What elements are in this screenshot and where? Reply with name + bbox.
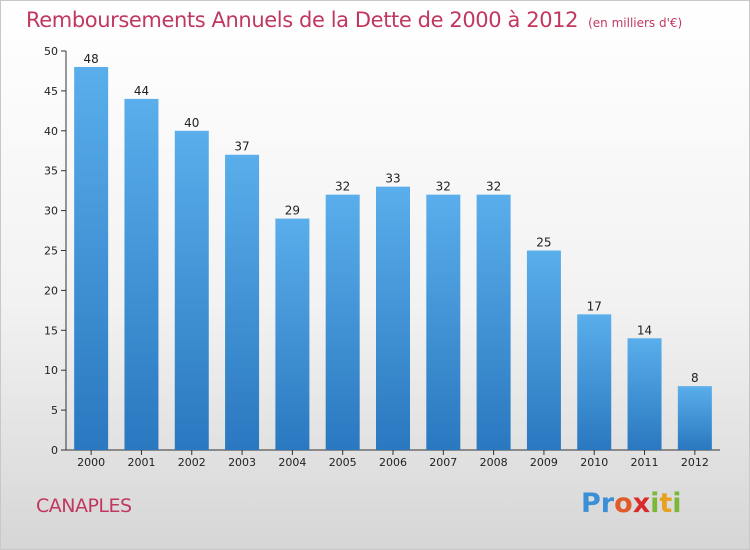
data-label-2011: 14 xyxy=(637,323,652,337)
x-tick-label: 2006 xyxy=(379,456,407,469)
y-tick-label: 50 xyxy=(44,45,58,58)
x-tick-label: 2001 xyxy=(127,456,155,469)
x-tick-label: 2011 xyxy=(631,456,659,469)
data-label-2005: 32 xyxy=(335,180,350,194)
y-tick-label: 40 xyxy=(44,125,58,138)
y-tick-label: 35 xyxy=(44,165,58,178)
bar-2005 xyxy=(325,194,360,450)
x-tick-label: 2010 xyxy=(580,456,608,469)
chart-unit: (en milliers d'€) xyxy=(588,16,683,30)
bar-2001 xyxy=(124,98,159,450)
logo-letter: t xyxy=(659,488,673,519)
x-tick-label: 2008 xyxy=(480,456,508,469)
logo-letter: i xyxy=(650,488,660,519)
proxiti-logo: Proxiti xyxy=(581,488,682,519)
x-tick-label: 2000 xyxy=(77,456,105,469)
y-tick-label: 10 xyxy=(44,364,58,377)
chart-title: Remboursements Annuels de la Dette de 20… xyxy=(26,8,682,32)
logo-letter: P xyxy=(581,488,601,519)
logo-letter: o xyxy=(614,488,633,519)
x-tick-label: 2007 xyxy=(429,456,457,469)
data-label-2008: 32 xyxy=(486,180,501,194)
y-tick-label: 15 xyxy=(44,324,58,337)
bar-2010 xyxy=(577,314,612,450)
bar-2003 xyxy=(225,154,260,451)
bar-2009 xyxy=(526,250,561,450)
bar-2008 xyxy=(476,194,511,450)
y-tick-label: 0 xyxy=(51,444,58,457)
y-tick-label: 5 xyxy=(51,404,58,417)
bar-2006 xyxy=(376,186,410,450)
data-label-2000: 48 xyxy=(84,52,99,66)
y-tick-label: 45 xyxy=(44,85,58,98)
chart-title-text: Remboursements Annuels de la Dette de 20… xyxy=(26,8,579,32)
logo-letter: r xyxy=(600,488,615,519)
x-tick-label: 2003 xyxy=(228,456,256,469)
y-tick-label: 30 xyxy=(44,205,58,218)
bar-2002 xyxy=(174,130,209,451)
x-tick-label: 2004 xyxy=(278,456,306,469)
x-tick-label: 2002 xyxy=(178,456,206,469)
bar-2011 xyxy=(627,338,662,450)
x-tick-label: 2012 xyxy=(681,456,709,469)
logo-letter: x xyxy=(632,488,651,519)
data-label-2006: 33 xyxy=(385,172,400,186)
logo-letter: i xyxy=(672,488,682,519)
data-label-2007: 32 xyxy=(436,180,451,194)
bar-2012 xyxy=(677,386,712,450)
data-label-2010: 17 xyxy=(587,299,602,313)
bar-2007 xyxy=(426,194,461,450)
data-label-2003: 37 xyxy=(234,140,249,154)
bar-2004 xyxy=(275,218,310,450)
x-tick-label: 2009 xyxy=(530,456,558,469)
y-tick-label: 25 xyxy=(44,245,58,258)
commune-name: CANAPLES xyxy=(36,495,132,517)
y-tick-label: 20 xyxy=(44,284,58,297)
x-tick-label: 2005 xyxy=(329,456,357,469)
data-label-2012: 8 xyxy=(691,371,699,385)
data-label-2001: 44 xyxy=(134,84,149,98)
data-label-2004: 29 xyxy=(285,204,300,218)
data-label-2002: 40 xyxy=(184,116,199,130)
bar-2000 xyxy=(74,66,109,451)
data-label-2009: 25 xyxy=(536,236,551,250)
